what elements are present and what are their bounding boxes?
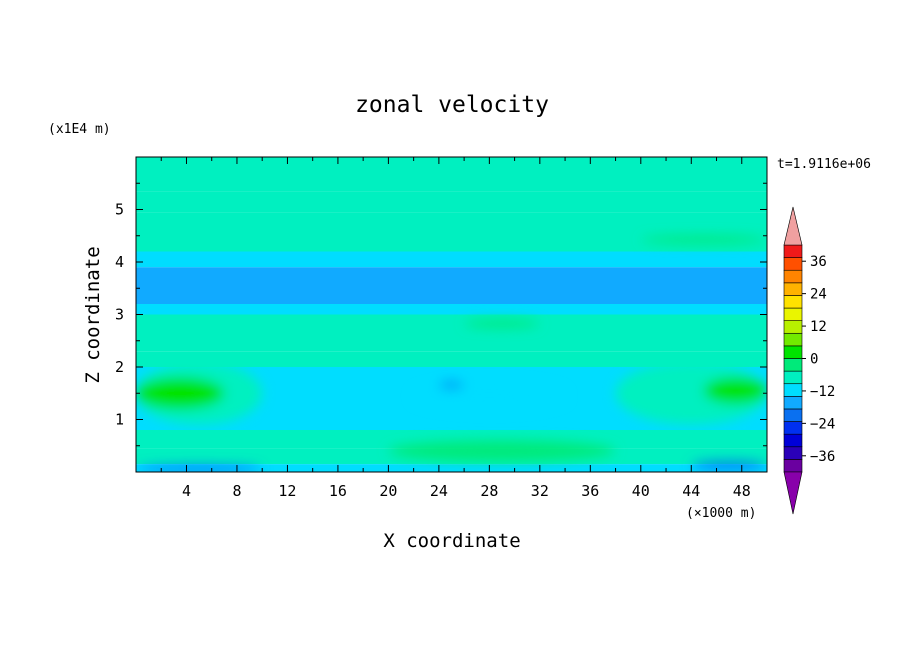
contour-feature-9	[464, 319, 540, 328]
colorbar-tick-label-0: 36	[810, 254, 827, 270]
contour-band-10	[136, 430, 767, 449]
contour-feature-7	[136, 465, 263, 472]
x-tick-label-48: 48	[733, 482, 751, 500]
contour-feature-6	[438, 382, 465, 388]
colorbar-segment-8	[783, 358, 803, 372]
contour-feature-8	[691, 461, 767, 470]
colorbar-under-arrow	[783, 471, 803, 515]
contour-feature-10	[640, 235, 767, 244]
x-tick-label-32: 32	[531, 482, 549, 500]
contour-band-1	[136, 167, 767, 192]
x-tick-label-44: 44	[682, 482, 700, 500]
contour-band-6	[136, 304, 767, 315]
contour-band-8	[136, 351, 767, 367]
contour-features	[136, 235, 767, 472]
colorbar-tick-label-6: −36	[810, 449, 835, 465]
colorbar-segment-7	[783, 370, 803, 385]
colorbar-segment-4	[783, 408, 803, 422]
contour-band-7	[136, 314, 767, 352]
contour-feature-4	[388, 440, 616, 462]
colorbar-segment-5	[783, 396, 803, 410]
colorbar-segment-14	[783, 282, 803, 296]
contour-band-0	[136, 157, 767, 168]
contour-band-12	[136, 464, 767, 472]
contour-feature-1	[136, 377, 225, 409]
contour-feature-2	[615, 361, 767, 425]
colorbar-segment-1	[783, 446, 803, 460]
colorbar-tick-label-2: 12	[810, 319, 827, 335]
colorbar-segment-2	[783, 433, 803, 448]
x-tick-label-8: 8	[232, 482, 241, 500]
colorbar-segment-15	[783, 269, 803, 284]
colorbar-segment-10	[783, 332, 803, 347]
colorbar-segment-11	[783, 320, 803, 334]
x-tick-label-40: 40	[632, 482, 650, 500]
x-tick-label-20: 20	[379, 482, 397, 500]
colorbar-tick-label-3: 0	[810, 352, 818, 368]
x-tick-label-24: 24	[430, 482, 448, 500]
colorbar-segment-0	[783, 459, 803, 473]
colorbar-over-arrow	[783, 206, 803, 246]
colorbar-segment-6	[783, 383, 803, 397]
y-tick-label-2: 2	[115, 358, 124, 376]
y-tick-label-1: 1	[115, 411, 124, 429]
y-tick-label-4: 4	[115, 253, 124, 271]
x-tick-label-28: 28	[480, 482, 498, 500]
y-axis-label: Z coordinate	[82, 246, 104, 383]
colorbar: 36 24 12 0 −12 −24 −36	[783, 206, 835, 515]
x-tick-label-12: 12	[278, 482, 296, 500]
y-unit-label: (x1E4 m)	[48, 122, 111, 137]
x-tick-label-4: 4	[182, 482, 191, 500]
colorbar-segment-13	[783, 295, 803, 309]
contour-band-5	[136, 267, 767, 304]
colorbar-segment-9	[783, 345, 803, 359]
time-label: t=1.9116e+06	[777, 157, 871, 172]
contour-band-2	[136, 191, 767, 213]
x-unit-label: (×1000 m)	[686, 506, 756, 521]
chart-title: zonal velocity	[355, 92, 549, 118]
contour-band-4	[136, 251, 767, 268]
x-axis-label: X coordinate	[383, 530, 520, 552]
colorbar-segment-17	[783, 244, 803, 258]
contour-plot-area	[136, 157, 767, 472]
colorbar-segment-12	[783, 307, 803, 321]
x-axis-ticks: 4 8 12 16 20 24 28 32 36 40 44 48	[160, 157, 751, 500]
contour-bands	[136, 157, 767, 472]
y-tick-label-5: 5	[115, 201, 124, 219]
contour-feature-3	[703, 377, 767, 404]
x-tick-label-36: 36	[581, 482, 599, 500]
colorbar-segment-3	[783, 421, 803, 435]
y-tick-label-3: 3	[115, 306, 124, 324]
colorbar-segment-16	[783, 257, 803, 271]
colorbar-tick-label-1: 24	[810, 287, 827, 303]
y-axis-ticks: 1 2 3 4 5	[115, 182, 767, 447]
contour-feature-5	[413, 382, 566, 409]
x-tick-label-16: 16	[329, 482, 347, 500]
colorbar-tick-label-5: −24	[810, 416, 835, 432]
colorbar-tick-label-4: −12	[810, 384, 835, 400]
contour-band-3	[136, 212, 767, 252]
